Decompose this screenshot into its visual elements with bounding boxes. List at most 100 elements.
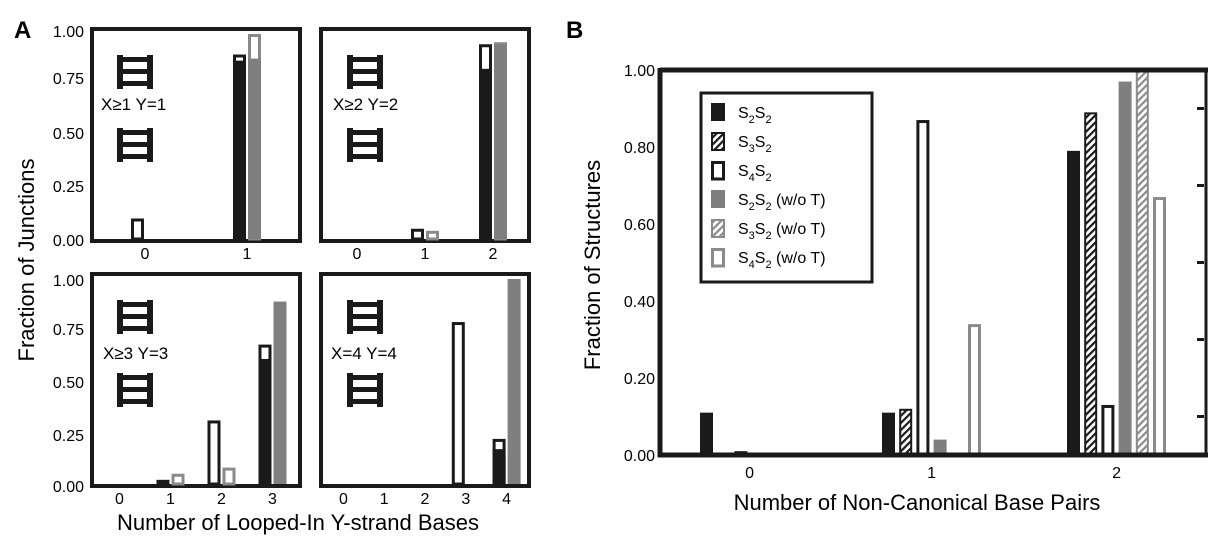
legend-swatch — [711, 219, 725, 238]
ladder-icon — [117, 55, 153, 89]
y-tick-label: 0.80 — [624, 140, 655, 157]
x-tick-label: 0 — [745, 465, 754, 482]
bar — [479, 68, 492, 239]
subplot-frame-a4 — [319, 272, 531, 488]
y-tick-label: 0.50 — [53, 126, 84, 143]
bars-b — [700, 70, 1166, 457]
y-tick-label: 0.60 — [624, 217, 655, 234]
legend-swatch — [711, 190, 725, 208]
bar — [258, 358, 272, 484]
ladder-icon — [347, 300, 383, 334]
annotation-a2: X≥2 Y=2 — [333, 95, 398, 114]
ladder-icon — [117, 300, 153, 334]
legend-label: S3S2 — [738, 134, 772, 155]
bar — [1118, 81, 1132, 456]
bar — [916, 120, 930, 457]
legend-swatch — [711, 132, 725, 151]
bar — [494, 44, 507, 239]
bar — [1084, 112, 1098, 456]
bar — [700, 412, 713, 455]
x-tick-label: 0 — [353, 246, 362, 263]
y-tick-label: 0.75 — [53, 71, 84, 88]
bar — [171, 473, 185, 486]
panel-a-bottom-yticks: 1.00 0.75 0.50 0.25 0.00 — [53, 273, 84, 496]
bar — [899, 408, 913, 456]
bar — [451, 322, 465, 486]
bar — [933, 439, 947, 455]
legend-label: S3S2 (w/o T) — [738, 221, 826, 242]
bar — [968, 324, 981, 457]
bar — [248, 58, 261, 239]
legend: S2S2 S3S2 S4S2 S2S2 (w/o T) S3S2 (w/o T) S4S2… — [699, 91, 874, 284]
panel-b-yticks: 0.00 0.20 0.40 0.60 0.80 1.00 — [624, 63, 655, 465]
panel-a-xticks: 0 1 0 1 2 0 1 2 3 0 1 2 3 4 — [115, 246, 511, 508]
y-tick-label: 0.00 — [624, 448, 655, 465]
bar — [426, 230, 439, 241]
y-tick-label: 0.20 — [624, 371, 655, 388]
bar — [1153, 197, 1166, 457]
x-tick-label: 3 — [461, 491, 470, 508]
y-tick-label: 1.00 — [53, 24, 84, 41]
y-tick-label: 0.40 — [624, 294, 655, 311]
x-tick-label: 1 — [243, 246, 252, 263]
ladder-icon — [117, 373, 153, 407]
y-tick-label: 1.00 — [53, 273, 84, 290]
bar — [411, 228, 424, 241]
legend-swatch — [711, 248, 725, 268]
subplot-frame-a1 — [90, 27, 302, 243]
subplot-frame-a2 — [319, 27, 531, 243]
panel-b-xticks: 0 1 2 — [745, 465, 1121, 482]
annotation-a3: X≥3 Y=3 — [103, 344, 168, 363]
legend-label: S4S2 — [738, 163, 772, 184]
x-tick-label: 2 — [421, 491, 430, 508]
x-tick-label: 0 — [115, 491, 124, 508]
x-tick-label: 2 — [217, 491, 226, 508]
bars-a1 — [131, 34, 261, 241]
panel-a-xlabel: Number of Looped-In Y-strand Bases — [117, 510, 479, 535]
bar — [1101, 404, 1115, 457]
legend-label: S2S2 — [738, 105, 772, 126]
bars-a3 — [156, 301, 287, 486]
bar — [882, 412, 895, 455]
panel-label-a: A — [14, 17, 31, 44]
x-tick-label: 1 — [380, 491, 389, 508]
x-tick-label: 4 — [502, 491, 511, 508]
subplot-frame-a3 — [90, 272, 302, 488]
panel-b-ylabel: Fraction of Structures — [580, 160, 605, 370]
legend-label: S2S2 (w/o T) — [738, 192, 826, 213]
ladder-icon — [347, 128, 383, 162]
y-tick-label: 0.25 — [53, 428, 84, 445]
annotation-a1: X≥1 Y=1 — [101, 95, 166, 114]
x-tick-label: 0 — [339, 491, 348, 508]
y-tick-label: 0.75 — [53, 322, 84, 339]
x-tick-label: 3 — [268, 491, 277, 508]
y-tick-label: 1.00 — [624, 63, 655, 80]
bar — [131, 218, 144, 241]
bar — [156, 479, 170, 484]
bar — [207, 420, 221, 486]
y-tick-label: 0.50 — [53, 375, 84, 392]
y-tick-label: 0.00 — [53, 233, 84, 250]
bars-a4 — [451, 279, 521, 486]
panel-label-b: B — [566, 17, 583, 44]
panel-b-right-ticks — [1197, 107, 1204, 418]
panel-b-xlabel: Number of Non-Canonical Base Pairs — [734, 490, 1101, 515]
x-tick-label: 1 — [166, 491, 175, 508]
bar — [273, 301, 287, 484]
bar — [1067, 150, 1080, 455]
ladder-icon — [117, 128, 153, 162]
bar — [222, 467, 236, 486]
bar — [492, 449, 506, 484]
x-tick-label: 2 — [1112, 465, 1121, 482]
bar — [1135, 70, 1149, 456]
bars-a2 — [411, 42, 507, 241]
legend-box — [699, 91, 874, 284]
ladder-icon — [347, 373, 383, 407]
annotation-a4: X=4 Y=4 — [331, 344, 397, 363]
y-tick-label: 0.25 — [53, 179, 84, 196]
x-tick-label: 1 — [927, 465, 936, 482]
x-tick-label: 2 — [489, 246, 498, 263]
legend-swatch — [711, 103, 725, 121]
legend-swatch — [711, 161, 725, 181]
